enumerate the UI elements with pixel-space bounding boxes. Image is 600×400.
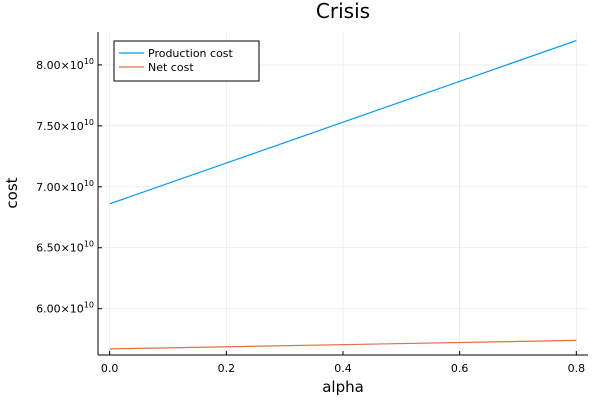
axes: 0.0 0.2 0.4 0.6 0.8 6.00×1010 6.50×1010 7.00×10… xyxy=(36,32,588,375)
x-tick-label: 0.0 xyxy=(101,362,119,375)
y-tick-label: 8.00×1010 xyxy=(36,57,94,72)
legend-label: Production cost xyxy=(148,47,234,60)
series-line-1 xyxy=(109,39,577,205)
x-tick-label: 0.2 xyxy=(218,362,236,375)
legend-box xyxy=(113,40,260,82)
x-tick-label: 0.4 xyxy=(334,362,352,375)
x-tick-label: 0.8 xyxy=(568,362,586,375)
y-axis-label: cost xyxy=(3,177,21,208)
y-tick-label: 6.50×1010 xyxy=(36,240,94,255)
legend-label: Net cost xyxy=(148,61,194,74)
y-tick-label: 6.00×1010 xyxy=(36,301,94,316)
y-tick-label: 7.50×1010 xyxy=(36,118,94,133)
series-line-2 xyxy=(109,339,577,350)
x-axis-label: alpha xyxy=(322,378,364,396)
y-tick-label: 7.00×1010 xyxy=(36,179,94,194)
chart-title: Crisis xyxy=(316,0,370,23)
series-lines xyxy=(109,39,577,350)
x-tick-label: 0.6 xyxy=(451,362,469,375)
